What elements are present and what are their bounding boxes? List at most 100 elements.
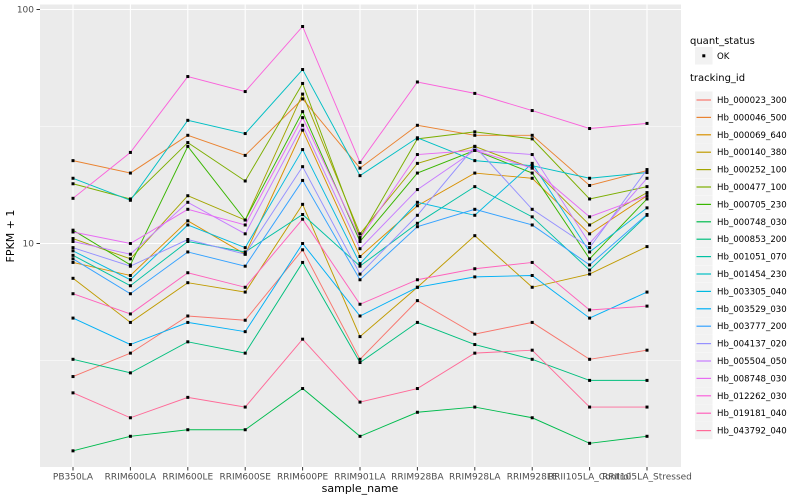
data-point <box>415 80 419 84</box>
data-point <box>530 207 534 211</box>
data-point <box>473 171 477 175</box>
data-point <box>71 176 75 180</box>
data-point <box>301 148 305 152</box>
data-point <box>473 343 477 347</box>
legend-item-label: Hb_043792_040 <box>717 427 787 437</box>
data-point <box>473 91 477 95</box>
data-point <box>243 223 247 227</box>
data-point <box>301 97 305 101</box>
data-point <box>645 405 649 409</box>
data-point <box>415 188 419 192</box>
data-point <box>473 185 477 189</box>
data-point <box>186 75 190 79</box>
data-point <box>358 160 362 164</box>
data-point <box>530 260 534 264</box>
legend-item-label: Hb_012262_030 <box>717 392 787 402</box>
data-point <box>473 133 477 137</box>
data-point <box>415 123 419 127</box>
data-point <box>588 223 592 227</box>
data-point <box>301 81 305 85</box>
series-layer <box>71 24 649 453</box>
data-point <box>186 340 190 344</box>
data-point <box>645 185 649 189</box>
legend-item-label: Hb_000046_500 <box>717 113 787 123</box>
data-point <box>415 320 419 324</box>
data-point <box>71 257 75 261</box>
data-point <box>415 200 419 204</box>
legend-item-label: Hb_008748_030 <box>717 374 787 384</box>
axis-layer: 100 10 PB350LA RRIM600LA RRIM600LE RRIM600SE R… <box>17 6 692 483</box>
data-point <box>301 387 305 391</box>
x-tick-label: RRIM600SE <box>219 473 271 483</box>
data-point <box>358 400 362 404</box>
data-point <box>301 248 305 252</box>
data-point <box>301 260 305 264</box>
data-point <box>415 171 419 175</box>
data-point <box>473 130 477 134</box>
data-point <box>71 159 75 163</box>
x-tick-label: RRIM901LA <box>334 473 386 483</box>
data-point <box>358 264 362 268</box>
legend-item-label: Hb_000023_300 <box>717 96 787 106</box>
data-point <box>186 200 190 204</box>
data-point <box>588 263 592 267</box>
y-tick-label: 10 <box>23 240 35 250</box>
data-point <box>588 250 592 254</box>
data-point <box>473 351 477 355</box>
data-point <box>243 428 247 432</box>
data-point <box>71 239 75 243</box>
data-point <box>186 271 190 275</box>
data-point <box>301 110 305 114</box>
data-point <box>243 252 247 256</box>
data-point <box>530 171 534 175</box>
data-point <box>128 273 132 277</box>
data-point <box>301 128 305 132</box>
data-point <box>415 221 419 225</box>
legend-item-label: Hb_000477_100 <box>717 183 787 193</box>
data-point <box>473 332 477 336</box>
data-point <box>530 166 534 170</box>
data-point <box>71 253 75 257</box>
data-point <box>301 178 305 182</box>
data-point <box>588 246 592 250</box>
data-point <box>645 304 649 308</box>
data-point <box>645 348 649 352</box>
legend-item-label: Hb_003305_040 <box>717 287 787 297</box>
data-point <box>71 228 75 232</box>
data-point <box>71 449 75 453</box>
data-point <box>530 215 534 219</box>
data-point <box>128 150 132 154</box>
data-point <box>301 337 305 341</box>
data-point <box>588 176 592 180</box>
data-point <box>530 153 534 157</box>
legend: quant_status OK tracking_id Hb_000023_30… <box>690 36 787 440</box>
data-point <box>530 348 534 352</box>
legend-item-label: Hb_003529_030 <box>717 305 787 315</box>
data-point <box>645 176 649 180</box>
data-point <box>186 239 190 243</box>
legend-tracking-items: Hb_000023_300 Hb_000046_500 Hb_000069_640 H… <box>695 91 787 440</box>
data-point <box>186 223 190 227</box>
data-point <box>71 260 75 264</box>
x-tick-label: RRIM600LA <box>105 473 157 483</box>
data-point <box>530 133 534 137</box>
legend-item-label: Hb_001051_070 <box>717 253 787 263</box>
data-point <box>186 207 190 211</box>
data-point <box>473 207 477 211</box>
data-point <box>588 357 592 361</box>
data-point <box>415 278 419 282</box>
legend-item-label: Hb_001454_230 <box>717 270 787 280</box>
x-tick-label: RRIM928LE <box>507 473 558 483</box>
data-point <box>186 219 190 223</box>
data-point <box>186 428 190 432</box>
x-tick-label: RRIM600PE <box>277 473 329 483</box>
data-point <box>415 299 419 303</box>
data-point <box>530 223 534 227</box>
data-point <box>588 272 592 276</box>
data-point <box>128 171 132 175</box>
data-point <box>358 314 362 318</box>
data-point <box>186 320 190 324</box>
data-point <box>358 247 362 251</box>
x-axis-title: sample_name <box>322 482 399 495</box>
